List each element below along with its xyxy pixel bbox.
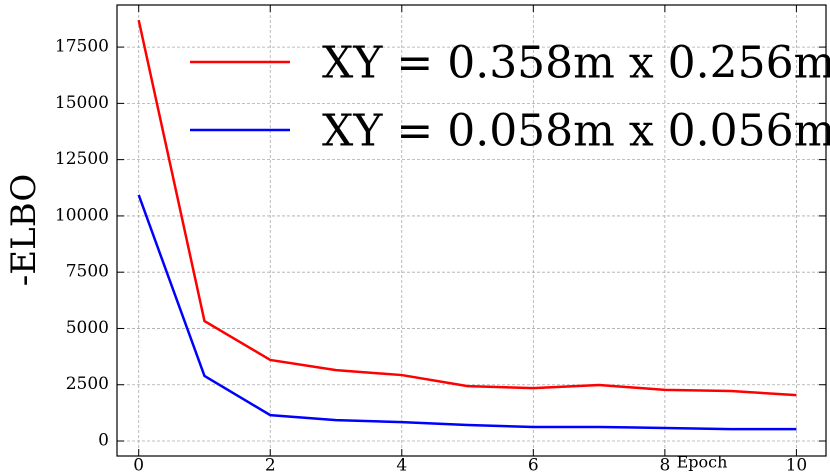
x-tick-label: 4 xyxy=(396,456,407,476)
x-tick-label: 6 xyxy=(528,456,539,476)
y-tick-label: 15000 xyxy=(55,93,109,113)
y-axis-label: -ELBO xyxy=(4,174,44,286)
x-tick-label: 8 xyxy=(659,456,670,476)
y-tick-label: 12500 xyxy=(55,149,109,169)
line xyxy=(137,194,797,431)
plot-frame xyxy=(116,4,827,457)
y-tick-label: 0 xyxy=(98,431,109,451)
y-tick-label: 17500 xyxy=(55,37,109,57)
y-tick-label: 5000 xyxy=(66,318,109,338)
x-tick-label: 10 xyxy=(786,456,808,476)
x-tick-label: 2 xyxy=(265,456,276,476)
line xyxy=(137,19,797,397)
y-tick-label: 7500 xyxy=(66,262,109,282)
x-axis-label: Epoch xyxy=(677,453,728,472)
x-tick-label: 0 xyxy=(133,456,144,476)
y-tick-label: 2500 xyxy=(66,374,109,394)
legend-label: XY = 0.058m x 0.056m xyxy=(322,106,830,157)
y-tick-label: 10000 xyxy=(55,205,109,225)
legend-label: XY = 0.358m x 0.256m xyxy=(322,38,830,89)
